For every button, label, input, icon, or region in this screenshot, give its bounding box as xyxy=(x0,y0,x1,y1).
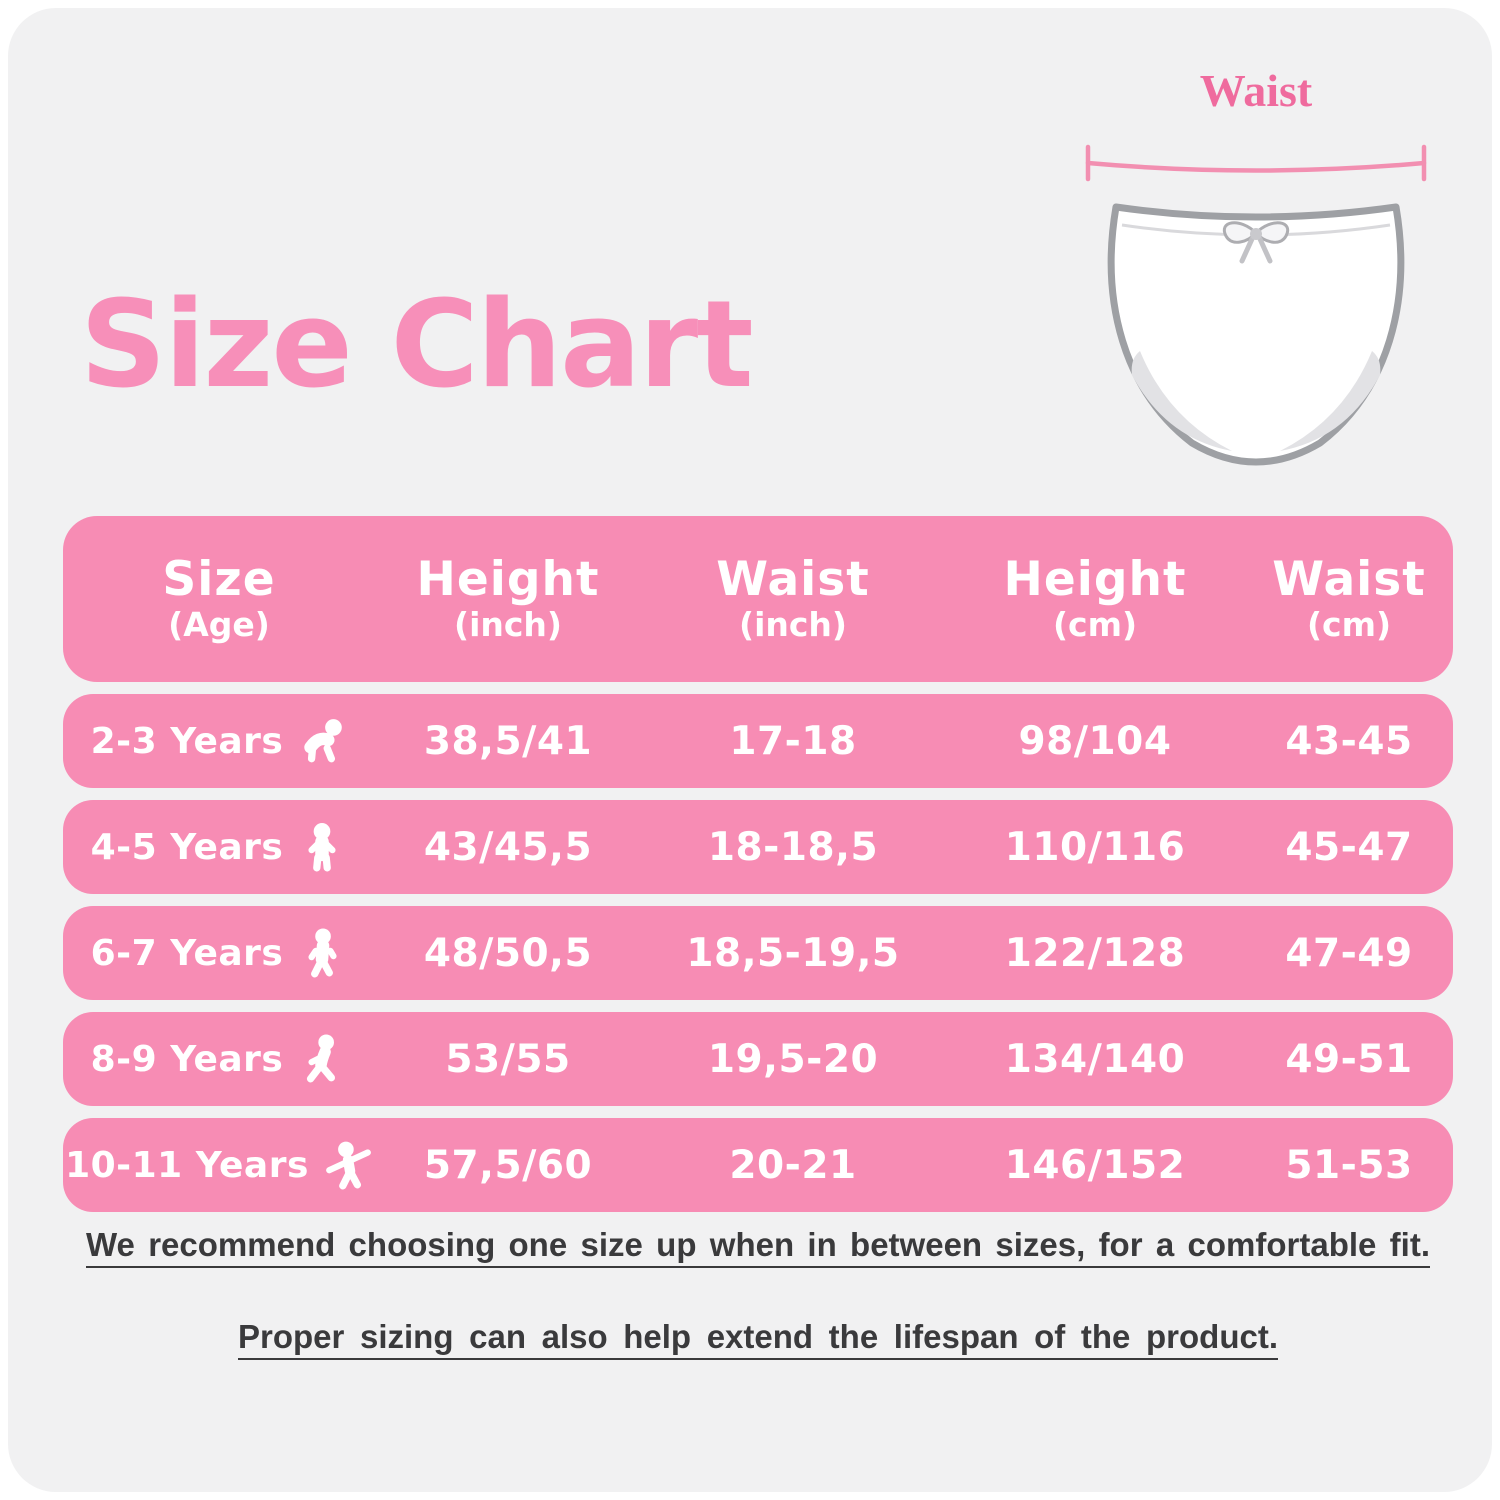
height-cm-cell: 146/152 xyxy=(1004,1142,1186,1188)
age-cell: 10-11 Years xyxy=(63,1140,375,1190)
table-row: 6-7 Years 48/50,5 18,5-19,5 122/128 47-4… xyxy=(63,906,1453,1000)
height-inch-cell: 48/50,5 xyxy=(423,930,593,976)
sizing-note-2: Proper sizing can also help extend the l… xyxy=(238,1318,1278,1355)
table-header-row: Size (Age) Height (inch) Waist (inch) He… xyxy=(63,516,1453,682)
child-dancing-icon xyxy=(323,1140,373,1190)
header-height-inch: Height (inch) xyxy=(416,552,600,644)
underwear-illustration xyxy=(1085,144,1427,466)
waist-cm-cell: 43-45 xyxy=(1285,718,1413,764)
background-panel: Size Chart Waist xyxy=(8,8,1492,1492)
age-cell: 4-5 Years xyxy=(63,822,375,872)
age-cell: 2-3 Years xyxy=(63,716,375,766)
age-cell: 8-9 Years xyxy=(63,1034,375,1084)
waist-cm-cell: 51-53 xyxy=(1285,1142,1413,1188)
waist-inch-cell: 17-18 xyxy=(729,718,857,764)
sizing-note-1: We recommend choosing one size up when i… xyxy=(86,1226,1430,1263)
child-walking-icon xyxy=(297,928,347,978)
header-height-cm: Height (cm) xyxy=(1003,552,1187,644)
waist-inch-cell: 20-21 xyxy=(729,1142,857,1188)
age-cell: 6-7 Years xyxy=(63,928,375,978)
header-waist-cm: Waist (cm) xyxy=(1272,552,1426,644)
waist-inch-cell: 18-18,5 xyxy=(707,824,879,870)
height-cm-cell: 98/104 xyxy=(1018,718,1172,764)
waist-cm-cell: 45-47 xyxy=(1285,824,1413,870)
bow-icon xyxy=(1222,221,1290,264)
table-row: 4-5 Years 43/45,5 18-18,5 110/116 45-47 xyxy=(63,800,1453,894)
waist-inch-cell: 19,5-20 xyxy=(707,1036,879,1082)
height-cm-cell: 122/128 xyxy=(1004,930,1186,976)
header-waist-inch: Waist (inch) xyxy=(716,552,870,644)
page-title: Size Chart xyxy=(80,276,754,415)
waist-diagram: Waist xyxy=(1078,64,1434,521)
waist-measurement-arrow xyxy=(1085,144,1427,182)
waist-cm-cell: 47-49 xyxy=(1285,930,1413,976)
height-inch-cell: 43/45,5 xyxy=(423,824,593,870)
toddler-standing-icon xyxy=(297,822,347,872)
baby-crawling-icon xyxy=(297,716,347,766)
height-inch-cell: 53/55 xyxy=(445,1036,571,1082)
table-row: 10-11 Years 57,5/60 20-21 146/152 51-53 xyxy=(63,1118,1453,1212)
height-inch-cell: 38,5/41 xyxy=(423,718,593,764)
child-striding-icon xyxy=(297,1034,347,1084)
height-cm-cell: 134/140 xyxy=(1004,1036,1186,1082)
height-cm-cell: 110/116 xyxy=(1004,824,1186,870)
table-row: 8-9 Years 53/55 19,5-20 134/140 49-51 xyxy=(63,1012,1453,1106)
waist-cm-cell: 49-51 xyxy=(1285,1036,1413,1082)
height-inch-cell: 57,5/60 xyxy=(423,1142,593,1188)
brief-shape xyxy=(1107,203,1405,466)
waist-label: Waist xyxy=(1199,65,1313,116)
table-row: 2-3 Years 38,5/41 17-18 98/104 43-45 xyxy=(63,694,1453,788)
header-size-age: Size (Age) xyxy=(162,552,276,644)
size-table: Size (Age) Height (inch) Waist (inch) He… xyxy=(63,516,1453,1212)
waist-inch-cell: 18,5-19,5 xyxy=(686,930,900,976)
